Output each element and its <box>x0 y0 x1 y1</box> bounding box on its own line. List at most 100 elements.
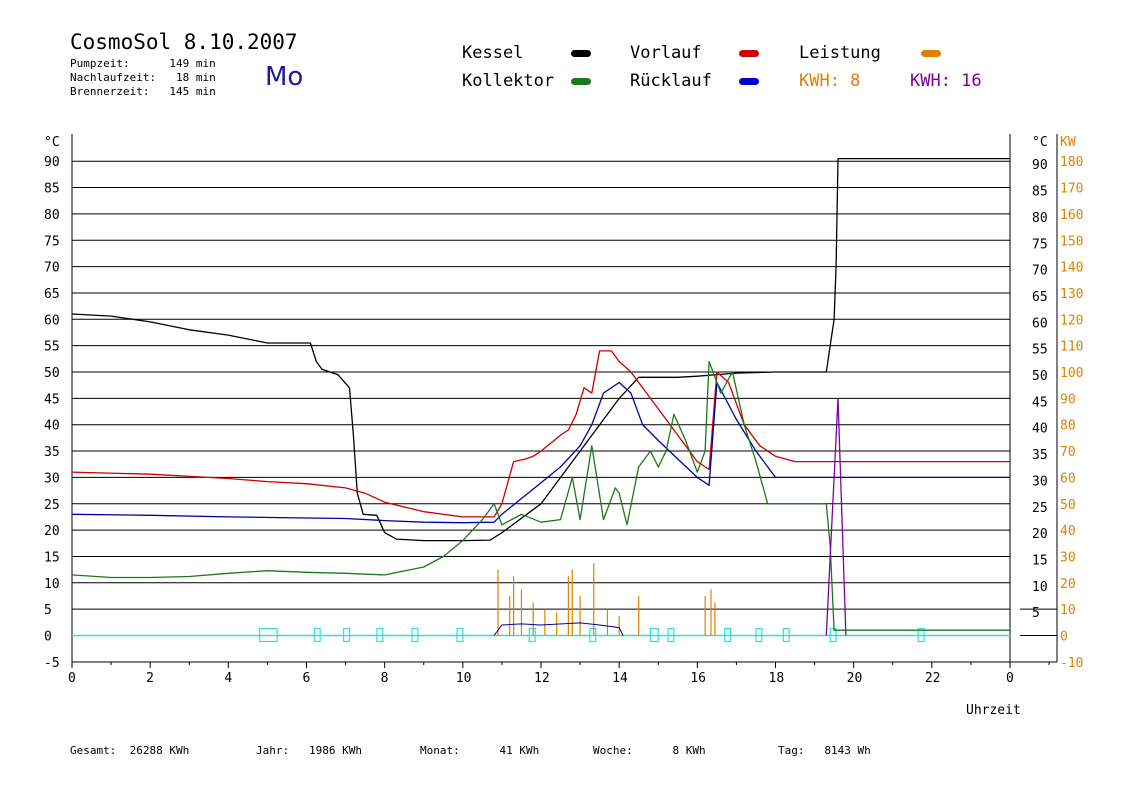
y-tick-left-80: 80 <box>44 208 60 223</box>
pump-marker-10 <box>724 627 732 643</box>
y-tick-left-45: 45 <box>44 392 60 407</box>
y-tick-right-90: 90 <box>1032 158 1048 173</box>
pump-marker-5 <box>456 627 464 643</box>
legend-kessel-label: Kessel <box>462 43 524 63</box>
pump-marker-4 <box>411 627 419 643</box>
x-tick-label-8: 16 <box>690 671 706 686</box>
legend-vorlauf-label: Vorlauf <box>630 43 702 63</box>
y-tick-right-75: 75 <box>1032 237 1048 252</box>
y-tick-left-85: 85 <box>44 182 60 197</box>
legend-leistung-swatch <box>921 50 941 57</box>
x-tick-label-9: 18 <box>769 671 785 686</box>
y-tick-power-30: 30 <box>1060 550 1076 565</box>
y-tick-right-35: 35 <box>1032 448 1048 463</box>
y-tick-left-25: 25 <box>44 498 60 513</box>
y-tick-left-75: 75 <box>44 234 60 249</box>
y-tick-power-60: 60 <box>1060 471 1076 486</box>
y-tick-power-70: 70 <box>1060 445 1076 460</box>
y-tick-right-10: 10 <box>1032 580 1048 595</box>
chart-grid <box>72 160 1010 636</box>
y-tick-right-70: 70 <box>1032 264 1048 279</box>
power-base-line <box>493 622 624 636</box>
pump-marker-13 <box>829 627 837 643</box>
y-tick-left-0: 0 <box>44 630 52 645</box>
legend-leistung-label: Leistung <box>799 43 881 63</box>
y-tick-power-170: 170 <box>1060 182 1083 197</box>
x-tick-label-10: 20 <box>847 671 863 686</box>
y-tick-left-65: 65 <box>44 287 60 302</box>
y-tick-power-20: 20 <box>1060 577 1076 592</box>
y-tick-left-55: 55 <box>44 340 60 355</box>
y-tick-left-70: 70 <box>44 261 60 276</box>
pump-marker-1 <box>313 627 321 643</box>
footer-tag: Tag: 8143 Wh <box>778 744 871 757</box>
pump-marker-9 <box>667 627 675 643</box>
y-tick-left-10: 10 <box>44 577 60 592</box>
series-line-vorlauf <box>71 350 1010 518</box>
pump-marker-7 <box>589 627 597 643</box>
y-tick-power-180: 180 <box>1060 155 1083 170</box>
y-tick-left-5: 5 <box>44 603 52 618</box>
y-tick-right-60: 60 <box>1032 316 1048 331</box>
y-tick-left-20: 20 <box>44 524 60 539</box>
pump-marker-3 <box>376 627 384 643</box>
y-tick-left-15: 15 <box>44 550 60 565</box>
pump-marker-6 <box>528 627 536 643</box>
y-tick-power-40: 40 <box>1060 524 1076 539</box>
y-tick-left-35: 35 <box>44 445 60 460</box>
x-tick-label-4: 8 <box>381 671 389 686</box>
pump-marker-12 <box>782 627 790 643</box>
footer-monat: Monat: 41 KWh <box>420 744 540 757</box>
x-tick-label-7: 14 <box>612 671 628 686</box>
y-tick-power-10: 10 <box>1060 603 1076 618</box>
power-bars <box>493 563 716 636</box>
temperature-chart: 908580757065605550454035302520151050-590… <box>44 134 1083 718</box>
y-unit-left: °C <box>44 135 60 150</box>
y-tick-power-130: 130 <box>1060 287 1083 302</box>
y-tick-power-110: 110 <box>1060 340 1083 355</box>
y-tick-left-40: 40 <box>44 419 60 434</box>
series-lines <box>71 157 1010 636</box>
y-tick-power-100: 100 <box>1060 366 1083 381</box>
y-tick-left-60: 60 <box>44 313 60 328</box>
pump-marker-8 <box>649 627 659 643</box>
y-tick-right-5: 5 <box>1032 606 1040 621</box>
tick-labels: 908580757065605550454035302520151050-590… <box>44 155 1083 686</box>
legend-vorlauf-swatch <box>739 50 759 57</box>
x-axis-label: Uhrzeit <box>966 703 1021 718</box>
x-tick-label-2: 4 <box>224 671 232 686</box>
series-line-kollektor <box>71 360 1010 631</box>
pumpzeit-label: Pumpzeit: 149 min <box>70 57 216 70</box>
pump-marker-2 <box>343 627 351 643</box>
weekday-label: Mo <box>265 62 304 92</box>
x-tick-label-1: 2 <box>146 671 154 686</box>
legend-kollektor-swatch <box>571 78 591 85</box>
y-tick-power-80: 80 <box>1060 419 1076 434</box>
series-line-kessel <box>71 157 1010 542</box>
pump-marker-14 <box>917 627 925 643</box>
x-tick-label-5: 10 <box>456 671 472 686</box>
y-tick-right-80: 80 <box>1032 211 1048 226</box>
chart-title: CosmoSol 8.10.2007 <box>70 30 298 54</box>
y-tick-left-90: 90 <box>44 155 60 170</box>
y-tick-right-55: 55 <box>1032 343 1048 358</box>
y-tick-power-160: 160 <box>1060 208 1083 223</box>
y-tick-left-50: 50 <box>44 366 60 381</box>
y-tick-power-150: 150 <box>1060 234 1083 249</box>
x-tick-label-0: 0 <box>68 671 76 686</box>
y-tick-left-30: 30 <box>44 471 60 486</box>
chart-axes <box>71 134 1058 668</box>
x-tick-label-3: 6 <box>303 671 311 686</box>
y-tick-left--5: -5 <box>44 656 60 671</box>
y-tick-right-30: 30 <box>1032 474 1048 489</box>
legend-ruecklauf-label: Rücklauf <box>630 71 712 91</box>
y-tick-right-40: 40 <box>1032 422 1048 437</box>
y-tick-power-0: 0 <box>1060 630 1068 645</box>
x-tick-label-11: 22 <box>925 671 941 686</box>
y-tick-right-45: 45 <box>1032 395 1048 410</box>
legend-kwh16-label: KWH: 16 <box>910 71 982 91</box>
footer-gesamt: Gesamt: 26288 KWh <box>70 744 190 757</box>
legend-kollektor-label: Kollektor <box>462 71 555 91</box>
legend-ruecklauf-swatch <box>739 78 759 85</box>
y-tick-power-90: 90 <box>1060 392 1076 407</box>
